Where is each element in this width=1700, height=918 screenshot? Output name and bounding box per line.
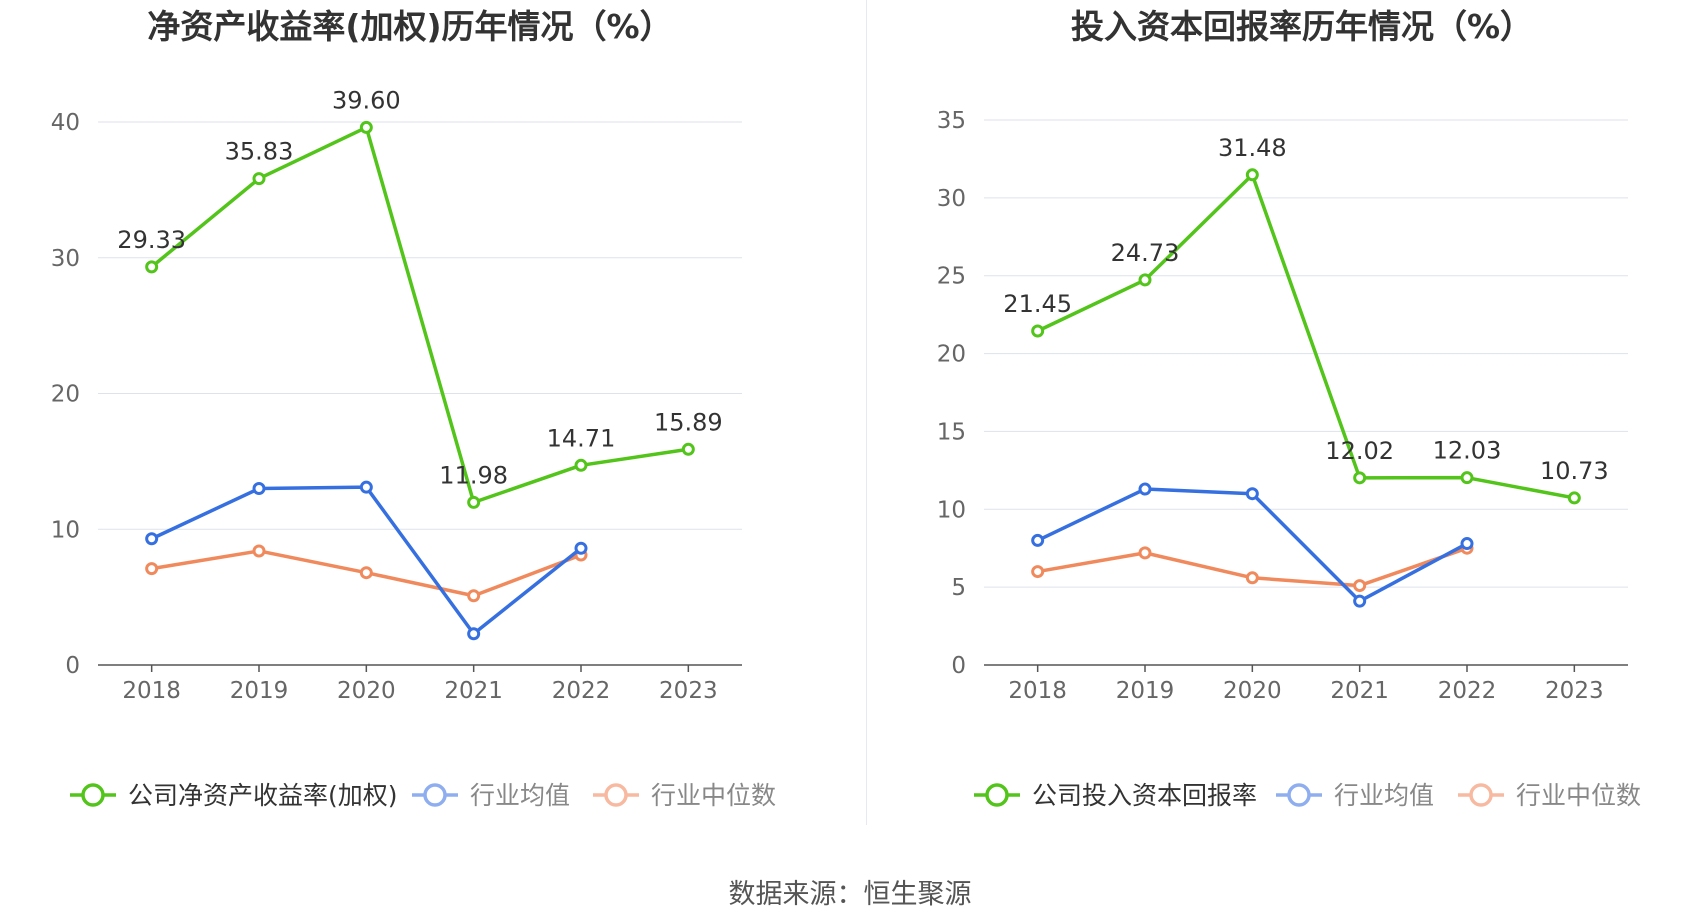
data-point-industry_median [252,544,266,558]
data-point-company [359,120,373,134]
data-point-industry_median [1245,571,1259,585]
data-point-industry_avg [574,541,588,555]
data-point-industry_avg [467,627,481,641]
x-tick-label: 2020 [337,678,396,704]
data-point-industry_avg [1353,594,1367,608]
data-point-industry_median [1353,579,1367,593]
legend-label: 行业均值 [470,781,570,810]
data-point-company [1460,471,1474,485]
legend-icon-marker [423,783,447,807]
data-point-industry_avg [1031,533,1045,547]
series-line-company [1036,173,1575,500]
data-label: 10.73 [1540,457,1609,485]
y-tick-label: 30 [51,246,80,272]
data-point-industry_avg [1138,482,1152,496]
x-tick-label: 2020 [1223,678,1282,704]
roic-chart: 投入资本回报率历年情况（%） 0 5 10 15 20 25 30 35 2018 2019 2020… [937,7,1641,810]
x-tick-label: 2023 [659,678,718,704]
data-label: 24.73 [1111,239,1180,267]
x-tick-label: 2023 [1545,678,1604,704]
y-tick-label: 10 [937,497,966,523]
data-label: 29.33 [117,226,186,254]
data-point-industry_avg [145,532,159,546]
legend-icon-marker [985,783,1009,807]
x-tick-label: 2022 [1438,678,1497,704]
y-tick-label: 25 [937,264,966,290]
data-point-company [1138,273,1152,287]
y-tick-label: 30 [937,186,966,212]
data-point-company [681,442,695,456]
data-point-industry_avg [359,480,373,494]
series-line-industry_avg [150,485,583,636]
data-point-company [1031,324,1045,338]
legend-label: 行业中位数 [651,781,776,810]
data-label: 31.48 [1218,134,1287,162]
data-label: 35.83 [225,138,294,166]
legend-icon-marker [604,783,628,807]
chart-title: 净资产收益率(加权)历年情况（%） [147,7,672,46]
y-tick-label: 10 [51,517,80,543]
legend-icon-marker [81,783,105,807]
legend-icon-marker [1469,783,1493,807]
source-note: 数据来源：恒生聚源 [728,879,972,910]
data-point-industry_median [359,566,373,580]
legend-label: 公司投入资本回报率 [1032,781,1257,810]
y-tick-label: 35 [937,108,966,134]
series-line-company [150,125,689,505]
legend-label: 行业均值 [1334,781,1434,810]
y-tick-label: 0 [951,653,966,679]
data-point-company [467,495,481,509]
data-label: 14.71 [547,424,616,452]
panel-divider [866,0,867,825]
data-point-industry_median [1031,565,1045,579]
data-point-company [1353,471,1367,485]
data-point-industry_median [145,562,159,576]
legend-icon-marker [1287,783,1311,807]
data-point-company [574,458,588,472]
data-point-industry_avg [1460,537,1474,551]
x-tick-label: 2018 [1008,678,1067,704]
x-tick-label: 2021 [444,678,503,704]
data-label: 11.98 [439,461,508,489]
y-tick-label: 20 [51,382,80,408]
x-tick-label: 2021 [1330,678,1389,704]
y-tick-label: 20 [937,342,966,368]
data-label: 12.02 [1325,437,1394,465]
roe-chart: 净资产收益率(加权)历年情况（%） 0 10 20 30 40 2018 2019 2020 20… [51,7,776,810]
data-point-industry_avg [1245,487,1259,501]
x-tick-label: 2018 [122,678,181,704]
data-label: 39.60 [332,86,401,114]
data-label: 15.89 [654,408,723,436]
y-tick-label: 0 [65,653,80,679]
x-tick-label: 2019 [230,678,289,704]
data-point-company [1567,491,1581,505]
data-label: 21.45 [1003,290,1072,318]
x-tick-label: 2019 [1116,678,1175,704]
data-label: 12.03 [1433,437,1502,465]
data-point-industry_median [467,589,481,603]
data-point-industry_median [1138,546,1152,560]
y-tick-label: 40 [51,110,80,136]
legend-label: 行业中位数 [1516,781,1641,810]
x-tick-label: 2022 [552,678,611,704]
y-tick-label: 15 [937,419,966,445]
data-point-industry_avg [252,482,266,496]
data-point-company [1245,168,1259,182]
legend-label: 公司净资产收益率(加权) [128,781,398,810]
series-line-industry_avg [1036,487,1468,603]
data-point-company [145,260,159,274]
chart-title: 投入资本回报率历年情况（%） [1071,7,1533,46]
y-tick-label: 5 [951,575,966,601]
data-point-company [252,172,266,186]
